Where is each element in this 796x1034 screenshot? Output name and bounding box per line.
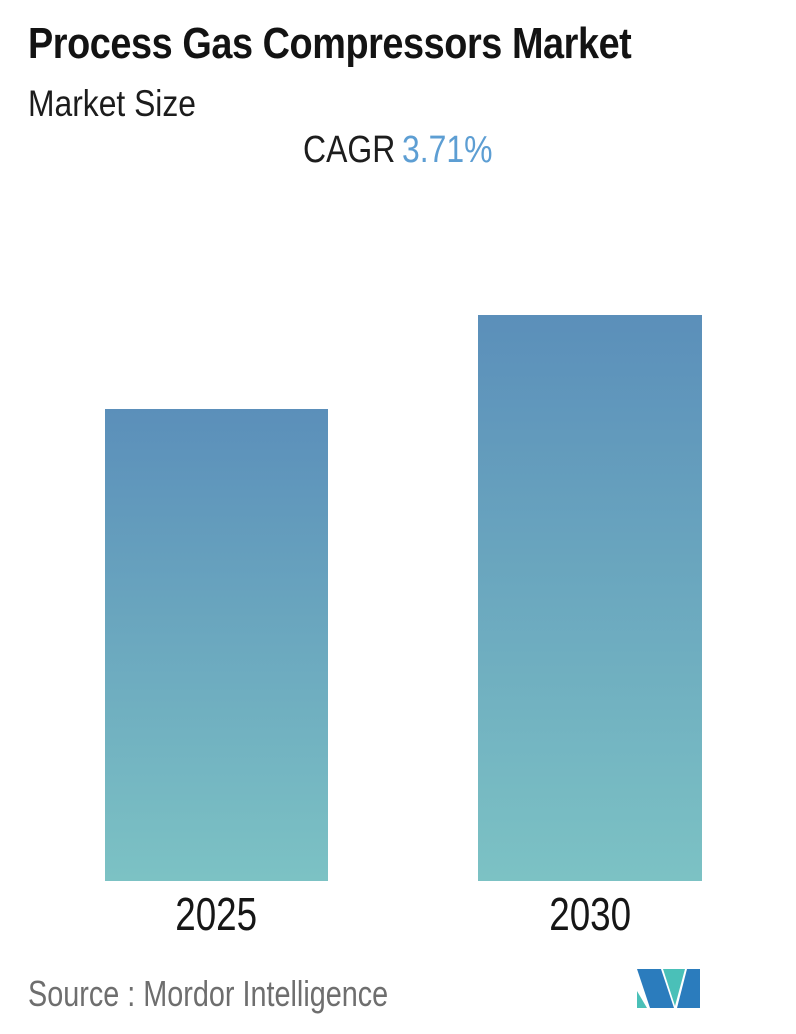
bar-2030 [478,315,702,881]
bar-label-text: 2030 [549,888,631,940]
cagr-annotation: CAGR 3.71% [0,129,796,172]
cagr-label: CAGR [303,129,396,171]
bar-label-2030: 2030 [478,891,702,937]
mordor-intelligence-logo-icon [637,969,700,1008]
cagr-value: 3.71% [402,129,493,171]
source-value: Mordor Intelligence [143,973,389,1014]
source-text: Source : Mordor Intelligence [28,972,388,1015]
bar-label-text: 2025 [175,888,258,940]
page-title: Process Gas Compressors Market [28,19,730,68]
source-attribution: Source : Mordor Intelligence [28,972,478,1015]
chart-subtitle: Market Size [28,83,223,125]
cagr-annotation-text: CAGR 3.71% [303,129,493,172]
source-label: Source : [28,973,136,1014]
bar-label-2025: 2025 [105,891,328,937]
page-title-text: Process Gas Compressors Market [28,19,632,68]
bar-2025 [105,409,328,881]
chart-subtitle-text: Market Size [28,83,196,124]
